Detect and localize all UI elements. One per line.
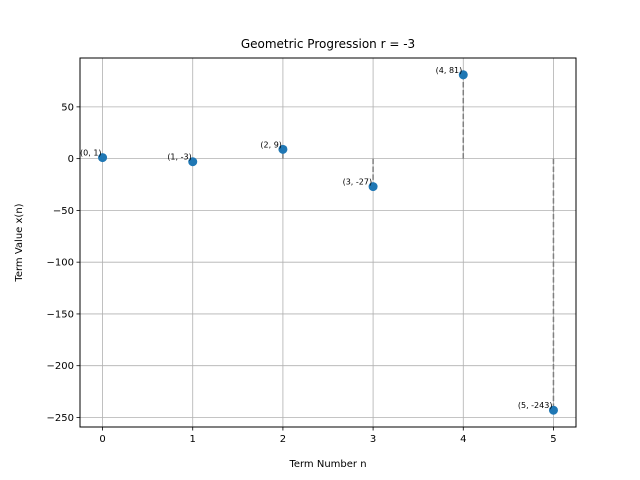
x-tick-label: 2 xyxy=(280,434,286,445)
point-labels: (0, 1) (1, -3) (2, 9) (3, -27) (4, 81) (5, -2… xyxy=(80,66,552,410)
x-tick-label: 1 xyxy=(190,434,196,445)
y-tick-label: 50 xyxy=(61,102,74,113)
data-point xyxy=(368,182,378,192)
plot-frame xyxy=(79,57,577,428)
point-label: (3, -27) xyxy=(343,178,372,187)
y-tick-label: 0 xyxy=(68,154,74,165)
point-label: (0, 1) xyxy=(80,149,102,158)
data-point xyxy=(98,153,108,163)
chart-title: Geometric Progression r = -3 xyxy=(241,37,415,51)
data-point xyxy=(188,157,198,167)
data-point xyxy=(458,70,468,80)
y-tick-label: −100 xyxy=(47,258,74,269)
point-label: (2, 9) xyxy=(260,140,282,149)
point-label: (4, 81) xyxy=(436,66,463,75)
x-tick-label: 4 xyxy=(460,434,466,445)
point-label: (1, -3) xyxy=(167,153,191,162)
x-tick-label: 0 xyxy=(99,434,105,445)
x-axis-title: Term Number n xyxy=(288,459,366,470)
axis-ticks: 0 1 2 3 4 5 50 0 −50 −100 −150 −200 −250 xyxy=(47,102,557,445)
data-point xyxy=(278,144,288,154)
y-tick-label: −150 xyxy=(47,309,74,320)
y-tick-label: −250 xyxy=(47,413,74,424)
y-tick-label: −50 xyxy=(53,206,74,217)
data-points xyxy=(98,70,558,415)
data-point xyxy=(548,405,558,415)
grid xyxy=(80,58,576,427)
x-tick-label: 5 xyxy=(550,434,556,445)
stem-lines xyxy=(101,74,555,411)
y-tick-label: −200 xyxy=(47,361,74,372)
point-label: (5, -243) xyxy=(518,401,553,410)
x-tick-label: 3 xyxy=(370,434,376,445)
y-axis-title: Term Value x(n) xyxy=(14,203,25,282)
